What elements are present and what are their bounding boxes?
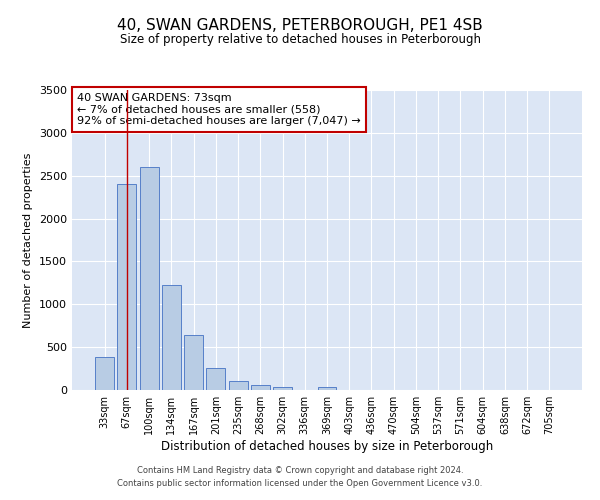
Text: 40, SWAN GARDENS, PETERBOROUGH, PE1 4SB: 40, SWAN GARDENS, PETERBOROUGH, PE1 4SB [117,18,483,32]
Bar [273,388,292,390]
X-axis label: Distribution of detached houses by size in Peterborough: Distribution of detached houses by size … [161,440,493,453]
Text: Contains HM Land Registry data © Crown copyright and database right 2024.
Contai: Contains HM Land Registry data © Crown c… [118,466,482,487]
Text: Size of property relative to detached houses in Peterborough: Size of property relative to detached ho… [119,32,481,46]
Bar [229,381,248,390]
Bar [162,284,181,390]
Bar [251,385,270,390]
Bar [140,167,158,390]
Text: 40 SWAN GARDENS: 73sqm
← 7% of detached houses are smaller (558)
92% of semi-det: 40 SWAN GARDENS: 73sqm ← 7% of detached … [77,93,361,126]
Bar [95,356,114,390]
Bar [206,368,225,390]
Y-axis label: Number of detached properties: Number of detached properties [23,152,34,328]
Bar [317,388,337,390]
Bar [118,184,136,390]
Bar [184,335,203,390]
